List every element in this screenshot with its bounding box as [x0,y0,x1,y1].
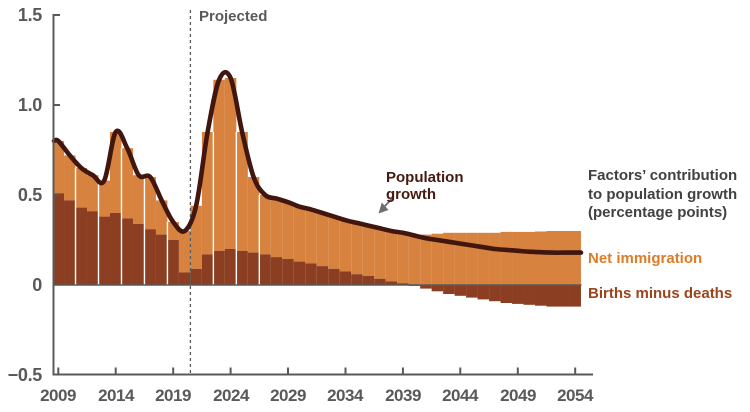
bars-layer [52,78,581,307]
x-tick-label: 2034 [327,386,363,405]
x-tick-label: 2039 [385,386,421,405]
y-tick-label: 0 [32,275,42,295]
x-tick-label: 2009 [40,386,76,405]
legend-title-line3: (percentage points) [588,204,728,221]
y-tick-label: 1.5 [17,5,42,25]
projected-label: Projected [199,8,268,25]
population-growth-line [51,69,584,255]
x-tick-label: 2014 [98,386,134,405]
legend-title-line1: Factors’ contribution [588,167,738,184]
x-tick-label: 2019 [155,386,191,405]
x-axis-ticks [57,367,577,374]
x-tick-label: 2054 [557,386,593,405]
legend-births-minus-deaths: Births minus deaths [588,285,733,302]
y-tick-label: 1.0 [17,95,42,115]
axes [52,14,593,376]
population-growth-label-line1: Population [386,169,464,186]
legend-title: Factors’ contribution to population grow… [588,167,748,223]
population-growth-label: Population growth [386,169,464,203]
population-growth-label-line2: growth [386,186,436,203]
x-tick-label: 2044 [442,386,478,405]
x-tick-label: 2024 [213,386,249,405]
y-tick-label: −0.5 [7,365,43,385]
x-tick-label: 2029 [270,386,306,405]
x-tick-label: 2049 [500,386,536,405]
bar-separators [74,132,261,285]
legend-title-line2: to population growth [588,185,738,203]
legend-net-immigration: Net immigration [588,250,703,267]
arrow-icon [378,196,394,214]
y-tick-label: 0.5 [17,185,42,205]
